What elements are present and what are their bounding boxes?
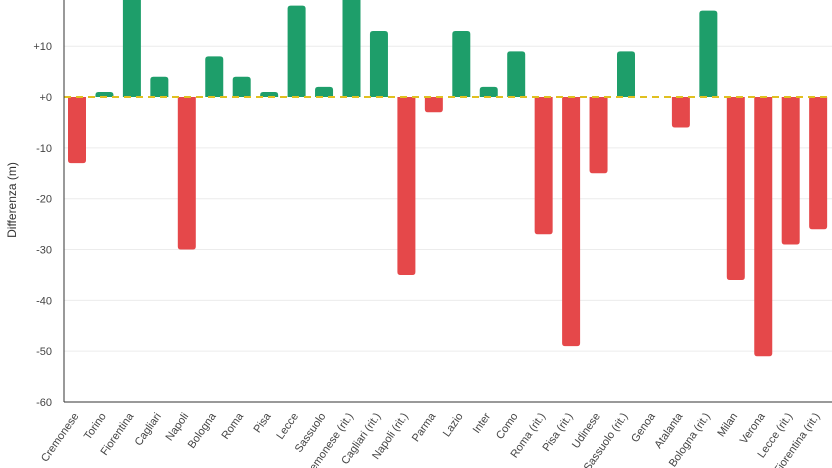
x-tick-label: Cremonese <box>39 411 81 464</box>
bar-positive <box>95 91 114 98</box>
y-tick-label: -30 <box>36 245 52 257</box>
bar-positive <box>122 0 141 98</box>
x-tick-label: Lazio <box>441 411 466 439</box>
bar-positive <box>479 86 498 98</box>
x-tick-label: Parma <box>410 410 439 444</box>
bar-negative <box>671 97 690 128</box>
y-axis-title: Differenza (m) <box>5 162 19 238</box>
y-tick-label: -50 <box>36 346 52 358</box>
bar-negative <box>589 97 608 174</box>
bar-positive <box>260 91 279 98</box>
y-tick-labels: -60 -50 -40 -30 -20 -10 +0 +10 +20 <box>33 0 52 409</box>
bar-positive <box>150 76 169 98</box>
x-tick-label: Torino <box>82 411 109 442</box>
bars <box>68 0 828 357</box>
bar-positive <box>369 30 388 98</box>
bar-negative <box>68 97 86 164</box>
x-tick-label: Napoli <box>164 411 192 443</box>
bar-positive <box>452 30 471 98</box>
bar-positive <box>232 76 251 98</box>
x-tick-label: Como <box>494 411 521 442</box>
x-tick-label: Roma <box>219 410 246 442</box>
bar-positive <box>507 51 526 98</box>
y-tick-label: +20 <box>33 0 52 2</box>
x-tick-label: Genoa <box>629 410 658 445</box>
bar-negative <box>562 97 581 347</box>
x-tick-label: Milan <box>715 411 740 439</box>
bar-negative <box>809 97 828 230</box>
bar-positive <box>205 56 224 98</box>
bar-positive <box>287 5 306 98</box>
bar-negative <box>424 97 443 113</box>
y-tick-label: -40 <box>36 295 52 307</box>
bar-negative <box>177 97 196 250</box>
bar-negative <box>726 97 745 281</box>
bar-negative <box>781 97 800 245</box>
y-tick-label: -10 <box>36 143 52 155</box>
y-tick-label: -20 <box>36 194 52 206</box>
bar-positive <box>617 51 635 98</box>
x-tick-label: Cagliari <box>133 411 164 448</box>
bar-positive <box>315 86 334 98</box>
bar-negative <box>754 97 773 357</box>
x-tick-label: Bologna <box>186 410 219 451</box>
y-tick-label: +10 <box>33 41 52 53</box>
bar-positive <box>699 10 718 98</box>
x-tick-label: Inter <box>471 411 494 436</box>
x-tick-label: Pisa <box>251 410 274 435</box>
bar-negative <box>534 97 553 235</box>
bar-negative <box>397 97 416 275</box>
y-tick-label: -60 <box>36 397 52 409</box>
bar-positive <box>342 0 361 98</box>
axes <box>63 0 832 403</box>
y-tick-label: +0 <box>39 92 52 104</box>
x-tick-label: Lecce <box>274 411 301 442</box>
